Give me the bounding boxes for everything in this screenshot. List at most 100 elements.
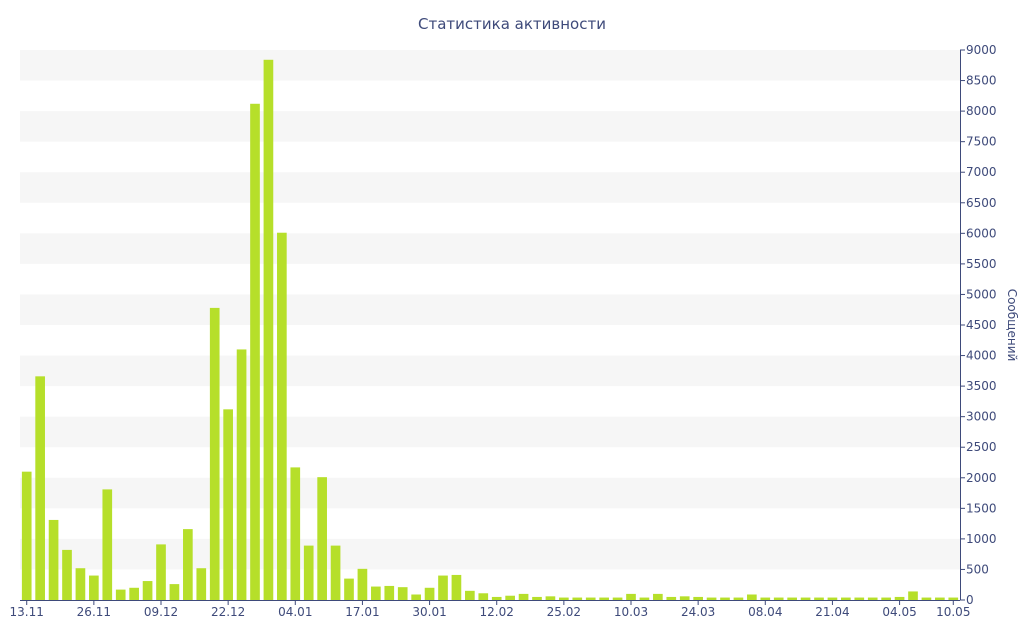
bar[interactable] (223, 409, 233, 600)
y-tick-label: 7500 (966, 135, 997, 149)
y-tick-label: 2500 (966, 440, 997, 454)
bar[interactable] (720, 597, 730, 600)
bar[interactable] (357, 568, 368, 600)
bar[interactable] (35, 376, 45, 600)
bar[interactable] (626, 593, 636, 600)
y-tick-label: 3500 (966, 379, 997, 393)
bar[interactable] (908, 591, 918, 600)
bar[interactable] (800, 597, 811, 600)
bar[interactable] (129, 587, 139, 600)
bar[interactable] (142, 581, 153, 600)
bar[interactable] (935, 597, 945, 600)
bar[interactable] (787, 597, 797, 600)
y-tick-label: 4000 (966, 349, 997, 363)
bar[interactable] (209, 307, 220, 600)
bar[interactable] (62, 549, 72, 600)
bar[interactable] (478, 593, 489, 600)
bar[interactable] (854, 597, 865, 600)
bar[interactable] (330, 545, 341, 600)
bar[interactable] (303, 545, 314, 600)
bar[interactable] (465, 590, 475, 600)
x-tick-label: 26.11 (77, 605, 111, 619)
bar[interactable] (827, 597, 838, 600)
y-tick-label: 9000 (966, 43, 997, 57)
bar[interactable] (760, 597, 771, 600)
grid-band (20, 294, 960, 325)
bar[interactable] (384, 585, 395, 600)
bar[interactable] (277, 232, 287, 600)
bar[interactable] (814, 597, 824, 600)
bar[interactable] (653, 593, 663, 600)
bar[interactable] (599, 597, 609, 600)
bar[interactable] (156, 544, 166, 600)
y-tick-label: 0 (966, 593, 974, 607)
bar[interactable] (491, 596, 502, 600)
bar[interactable] (183, 529, 193, 600)
bar[interactable] (948, 597, 959, 600)
x-tick-label: 17.01 (345, 605, 379, 619)
bar[interactable] (706, 597, 717, 600)
bar[interactable] (263, 59, 274, 600)
bar[interactable] (505, 595, 515, 600)
bar[interactable] (572, 597, 583, 600)
bar[interactable] (921, 597, 932, 600)
bar[interactable] (317, 477, 327, 600)
x-tick-label: 22.12 (211, 605, 245, 619)
bar[interactable] (371, 586, 381, 600)
x-tick-label: 10.05 (936, 605, 970, 619)
bar[interactable] (666, 596, 677, 600)
bar[interactable] (612, 597, 623, 600)
bar[interactable] (639, 597, 650, 600)
x-tick-label: 04.01 (278, 605, 312, 619)
x-tick-label: 25.02 (547, 605, 581, 619)
bar[interactable] (236, 349, 247, 600)
bar[interactable] (545, 596, 556, 600)
bar[interactable] (89, 575, 99, 600)
bar[interactable] (115, 589, 126, 600)
y-tick-label: 5000 (966, 287, 997, 301)
x-tick-label: 30.01 (412, 605, 446, 619)
bars-series (21, 59, 959, 601)
bar[interactable] (250, 103, 260, 600)
y-tick-label: 2000 (966, 471, 997, 485)
bar[interactable] (102, 489, 113, 600)
bar[interactable] (679, 596, 690, 600)
bar[interactable] (773, 597, 784, 600)
bar[interactable] (532, 596, 542, 600)
y-tick-label: 6000 (966, 226, 997, 240)
bar[interactable] (559, 597, 569, 600)
bar[interactable] (48, 519, 59, 600)
bar[interactable] (397, 587, 408, 600)
grid-band (20, 416, 960, 448)
bar[interactable] (841, 597, 851, 600)
bar[interactable] (881, 597, 891, 600)
y-tick-label: 5500 (966, 257, 997, 271)
y-tick-label: 8000 (966, 104, 997, 118)
bar[interactable] (290, 467, 301, 600)
bar[interactable] (424, 587, 435, 600)
bar[interactable] (411, 594, 421, 601)
bar[interactable] (585, 597, 596, 600)
bar[interactable] (21, 471, 32, 600)
bar[interactable] (733, 597, 744, 600)
grid-band (20, 538, 960, 570)
x-tick-label: 13.11 (10, 605, 44, 619)
bar[interactable] (438, 575, 448, 600)
bar[interactable] (867, 597, 878, 600)
y-tick-label: 7000 (966, 165, 997, 179)
bar[interactable] (196, 568, 207, 600)
bar[interactable] (75, 568, 86, 600)
bar[interactable] (518, 593, 529, 600)
y-tick-label: 6500 (966, 196, 997, 210)
x-tick-label: 08.04 (748, 605, 782, 619)
bar[interactable] (169, 584, 180, 600)
x-tick-label: 09.12 (144, 605, 178, 619)
bar[interactable] (894, 596, 905, 600)
y-tick-label: 1000 (966, 532, 997, 546)
bar[interactable] (693, 596, 703, 600)
bar[interactable] (344, 578, 354, 600)
bar[interactable] (451, 574, 462, 600)
bar[interactable] (747, 594, 757, 601)
chart-title: Статистика активности (418, 15, 606, 33)
